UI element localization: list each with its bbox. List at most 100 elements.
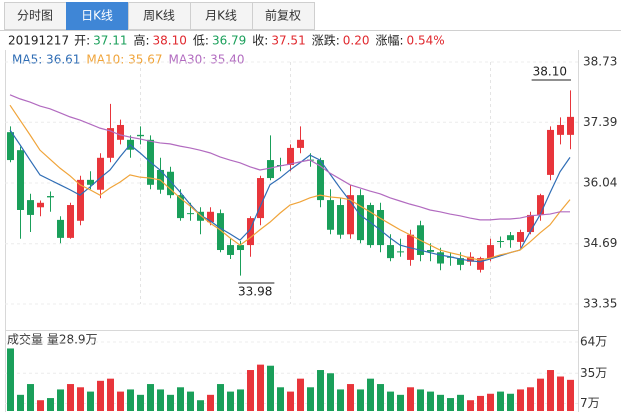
volume-bar (317, 370, 324, 411)
volume-bar (117, 391, 124, 411)
volume-bar (57, 389, 64, 411)
volume-bar (157, 389, 164, 411)
candle-body (37, 202, 44, 208)
volume-bar (257, 364, 264, 411)
candle-body (57, 219, 64, 238)
volume-tick-label: 7万 (580, 396, 600, 410)
volume-bar (127, 389, 134, 411)
candle-body (217, 213, 224, 251)
volume-bar (147, 384, 154, 411)
volume-bar (387, 391, 394, 411)
volume-tick-label: 35万 (580, 366, 607, 380)
ma-line (9, 94, 570, 221)
candle-body (357, 195, 364, 241)
volume-bar (167, 394, 174, 411)
volume-tick-label: 64万 (580, 335, 607, 349)
volume-bar (347, 384, 354, 411)
volume-bar (207, 394, 214, 411)
volume-bar (337, 389, 344, 411)
candle-body (557, 124, 564, 135)
volume-bar (327, 373, 334, 411)
candle-body (337, 205, 344, 235)
volume-bar (37, 400, 44, 411)
y-tick-label: 37.39 (583, 115, 617, 129)
candle-body (107, 128, 114, 158)
volume-bar (267, 365, 274, 411)
volume-bar (97, 380, 104, 411)
candle-body (187, 213, 194, 215)
tab[interactable] (66, 2, 129, 30)
volume-bar (477, 395, 484, 411)
candle-body (347, 195, 354, 235)
legend-entry: MA10: 35.67 (86, 53, 162, 67)
volume-bar (357, 389, 364, 411)
tab-label[interactable]: 日K线 (81, 9, 113, 23)
candle-body (317, 160, 324, 201)
volume-bar (447, 398, 454, 411)
candle-body (437, 252, 444, 264)
candle-body (537, 195, 544, 215)
tab[interactable] (4, 2, 67, 30)
volume-bar (277, 387, 284, 411)
candle-body (567, 116, 574, 135)
tab-label[interactable]: 月K线 (205, 9, 237, 23)
candle-body (47, 196, 54, 198)
candle-body (17, 150, 24, 210)
candle-body (97, 157, 104, 190)
tab[interactable] (252, 2, 315, 30)
tab-label[interactable]: 周K线 (143, 9, 175, 23)
candle-body (397, 251, 404, 253)
candle-body (367, 205, 374, 246)
info-value: 36.79 (212, 34, 246, 48)
volume-bar (177, 387, 184, 411)
candle-body (207, 211, 214, 223)
candle-body (77, 179, 84, 221)
info-value: 0.20 (343, 34, 370, 48)
candle-body (497, 241, 504, 243)
volume-bar (367, 378, 374, 411)
candle-body (267, 160, 274, 179)
candle-body (117, 124, 124, 140)
volume-bar (557, 376, 564, 411)
volume-bar (537, 378, 544, 411)
info-label: 高: (133, 33, 149, 48)
volume-title: 成交量 量28.9万 (7, 332, 98, 347)
volume-bar (237, 389, 244, 411)
volume-bar (527, 387, 534, 411)
volume-bar (297, 378, 304, 411)
volume-bar (467, 400, 474, 411)
candle-body (487, 245, 494, 259)
low-label: 33.98 (238, 285, 272, 299)
candle-body (137, 134, 144, 137)
candle-body (507, 235, 514, 241)
candle-body (227, 245, 234, 255)
tab-label[interactable]: 前复权 (265, 8, 301, 23)
volume-bar (217, 384, 224, 411)
volume-bar (287, 391, 294, 411)
candle-body (467, 256, 474, 262)
volume-bar (87, 391, 94, 411)
tab-label[interactable]: 分时图 (17, 9, 53, 23)
volume-bar (197, 400, 204, 411)
volume-bar (487, 393, 494, 411)
volume-bar (457, 394, 464, 411)
volume-bar (307, 387, 314, 411)
volume-bar (17, 394, 24, 411)
volume-bar (517, 389, 524, 411)
info-value: 0.54% (407, 34, 445, 48)
info-value: 37.11 (93, 34, 127, 48)
candle-body (197, 211, 204, 221)
volume-bar (397, 394, 404, 411)
info-label: 涨幅: (375, 33, 403, 48)
volume-bar (427, 391, 434, 411)
candle-body (247, 218, 254, 246)
candle-body (87, 179, 94, 185)
ma-line (9, 129, 571, 263)
candle-body (457, 258, 464, 265)
candle-body (287, 147, 294, 166)
candle-body (237, 245, 244, 251)
candle-body (167, 171, 174, 196)
